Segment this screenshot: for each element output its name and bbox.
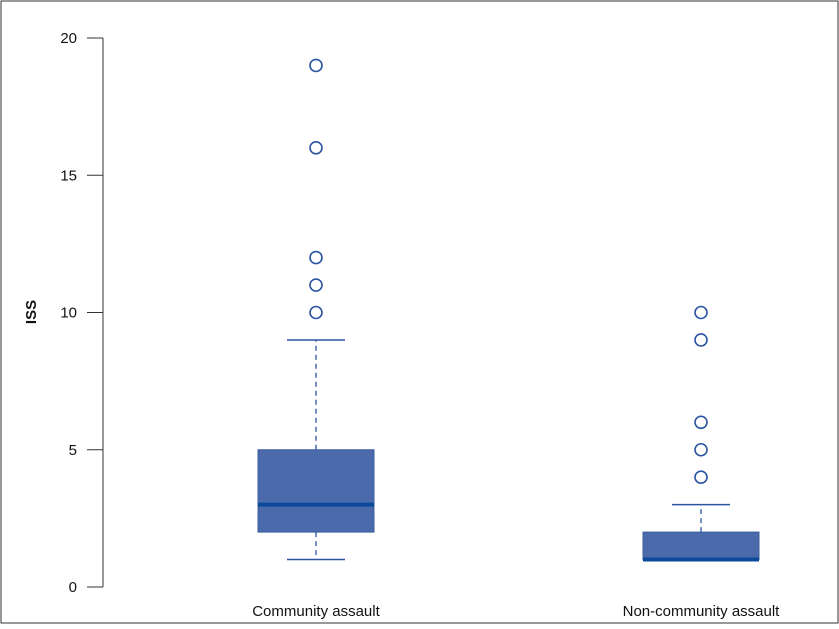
y-axis-title: ISS (23, 300, 40, 324)
y-tick-label: 5 (69, 442, 77, 459)
boxes (257, 58, 760, 562)
iqr-box (642, 531, 760, 561)
x-category-label: Non-community assault (623, 603, 781, 620)
outlier-point (694, 442, 708, 457)
x-category-label: Community assault (252, 603, 380, 620)
outlier-point (309, 58, 323, 73)
outlier-point (309, 305, 323, 320)
outlier-point (309, 250, 323, 265)
iqr-box (257, 449, 375, 533)
outlier-point (694, 333, 708, 347)
y-tick-label: 15 (60, 167, 77, 184)
outlier-point (694, 470, 708, 485)
outlier-point (309, 141, 323, 155)
y-axis: 0 5 10 15 20 (60, 30, 104, 596)
outlier-point (694, 415, 708, 430)
y-tick-label: 10 (60, 305, 77, 322)
box-group (642, 305, 760, 562)
box-group (257, 58, 375, 561)
x-axis-labels: Community assault Non-community assault (252, 603, 780, 620)
y-tick-label: 20 (60, 30, 77, 47)
outlier-point (309, 278, 323, 292)
y-tick-label: 0 (69, 579, 77, 596)
outlier-point (694, 305, 708, 320)
